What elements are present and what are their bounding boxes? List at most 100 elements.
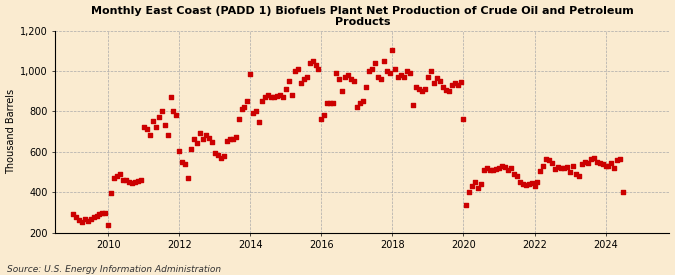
Point <box>343 73 354 77</box>
Point <box>594 161 605 165</box>
Point <box>352 105 362 109</box>
Point <box>553 164 564 169</box>
Point <box>384 71 395 75</box>
Point <box>82 219 93 223</box>
Point <box>251 109 262 113</box>
Point <box>512 174 522 178</box>
Point <box>431 76 442 80</box>
Point <box>307 58 318 63</box>
Point <box>449 81 460 85</box>
Point <box>136 178 146 182</box>
Point <box>147 119 158 123</box>
Point <box>497 163 508 168</box>
Point <box>476 182 487 186</box>
Point <box>589 156 599 161</box>
Point <box>183 175 194 180</box>
Point <box>194 131 205 136</box>
Point <box>130 180 140 184</box>
Point <box>458 117 469 121</box>
Point <box>151 125 161 130</box>
Point <box>257 99 268 103</box>
Point <box>266 95 277 99</box>
Point <box>446 82 457 87</box>
Point <box>485 167 495 172</box>
Point <box>348 79 359 83</box>
Point <box>292 67 303 71</box>
Point <box>233 117 244 121</box>
Point <box>298 76 309 81</box>
Point <box>286 93 297 97</box>
Point <box>254 120 265 124</box>
Point <box>144 133 155 137</box>
Point <box>310 63 321 67</box>
Point <box>473 186 484 190</box>
Point <box>375 76 386 81</box>
Point <box>275 93 286 98</box>
Point <box>547 160 558 165</box>
Point <box>520 183 531 187</box>
Point <box>541 157 551 162</box>
Point <box>221 139 232 144</box>
Point <box>570 171 581 176</box>
Point <box>559 166 570 170</box>
Point <box>313 67 324 71</box>
Point <box>186 147 196 152</box>
Point <box>68 212 78 217</box>
Point <box>425 68 436 73</box>
Point <box>296 81 306 85</box>
Point <box>597 162 608 166</box>
Point <box>76 220 87 224</box>
Point <box>399 75 410 79</box>
Point <box>156 109 167 113</box>
Point <box>544 158 555 163</box>
Point <box>138 125 149 130</box>
Point <box>402 68 412 73</box>
Point <box>121 178 132 183</box>
Point <box>378 58 389 63</box>
Point <box>281 87 292 91</box>
Point <box>290 68 300 73</box>
Point <box>562 165 572 169</box>
Point <box>461 202 472 207</box>
Point <box>124 180 134 185</box>
Point <box>535 168 546 173</box>
Point <box>88 214 99 219</box>
Point <box>564 169 575 174</box>
Point <box>491 167 502 171</box>
Point <box>204 136 215 140</box>
Point <box>387 48 398 53</box>
Point <box>242 99 253 104</box>
Point <box>177 160 188 164</box>
Point <box>269 95 279 99</box>
Text: Source: U.S. Energy Information Administration: Source: U.S. Energy Information Administ… <box>7 265 221 274</box>
Point <box>189 137 200 142</box>
Point <box>239 105 250 110</box>
Point <box>100 211 111 215</box>
Point <box>74 218 84 223</box>
Point <box>227 137 238 142</box>
Point <box>192 141 202 145</box>
Point <box>91 214 102 218</box>
Point <box>514 180 525 184</box>
Point <box>615 157 626 162</box>
Point <box>171 113 182 118</box>
Point <box>550 166 561 171</box>
Point <box>334 76 345 81</box>
Point <box>416 89 427 94</box>
Point <box>358 99 369 103</box>
Point <box>180 162 191 167</box>
Point <box>198 137 209 142</box>
Point <box>609 165 620 170</box>
Point <box>526 181 537 185</box>
Point <box>532 180 543 184</box>
Point <box>85 217 96 221</box>
Point <box>579 159 590 164</box>
Point <box>331 70 342 75</box>
Point <box>479 167 489 172</box>
Point <box>174 149 185 154</box>
Point <box>70 215 81 220</box>
Point <box>94 212 105 216</box>
Point <box>493 165 504 170</box>
Point <box>337 89 348 93</box>
Point <box>455 80 466 84</box>
